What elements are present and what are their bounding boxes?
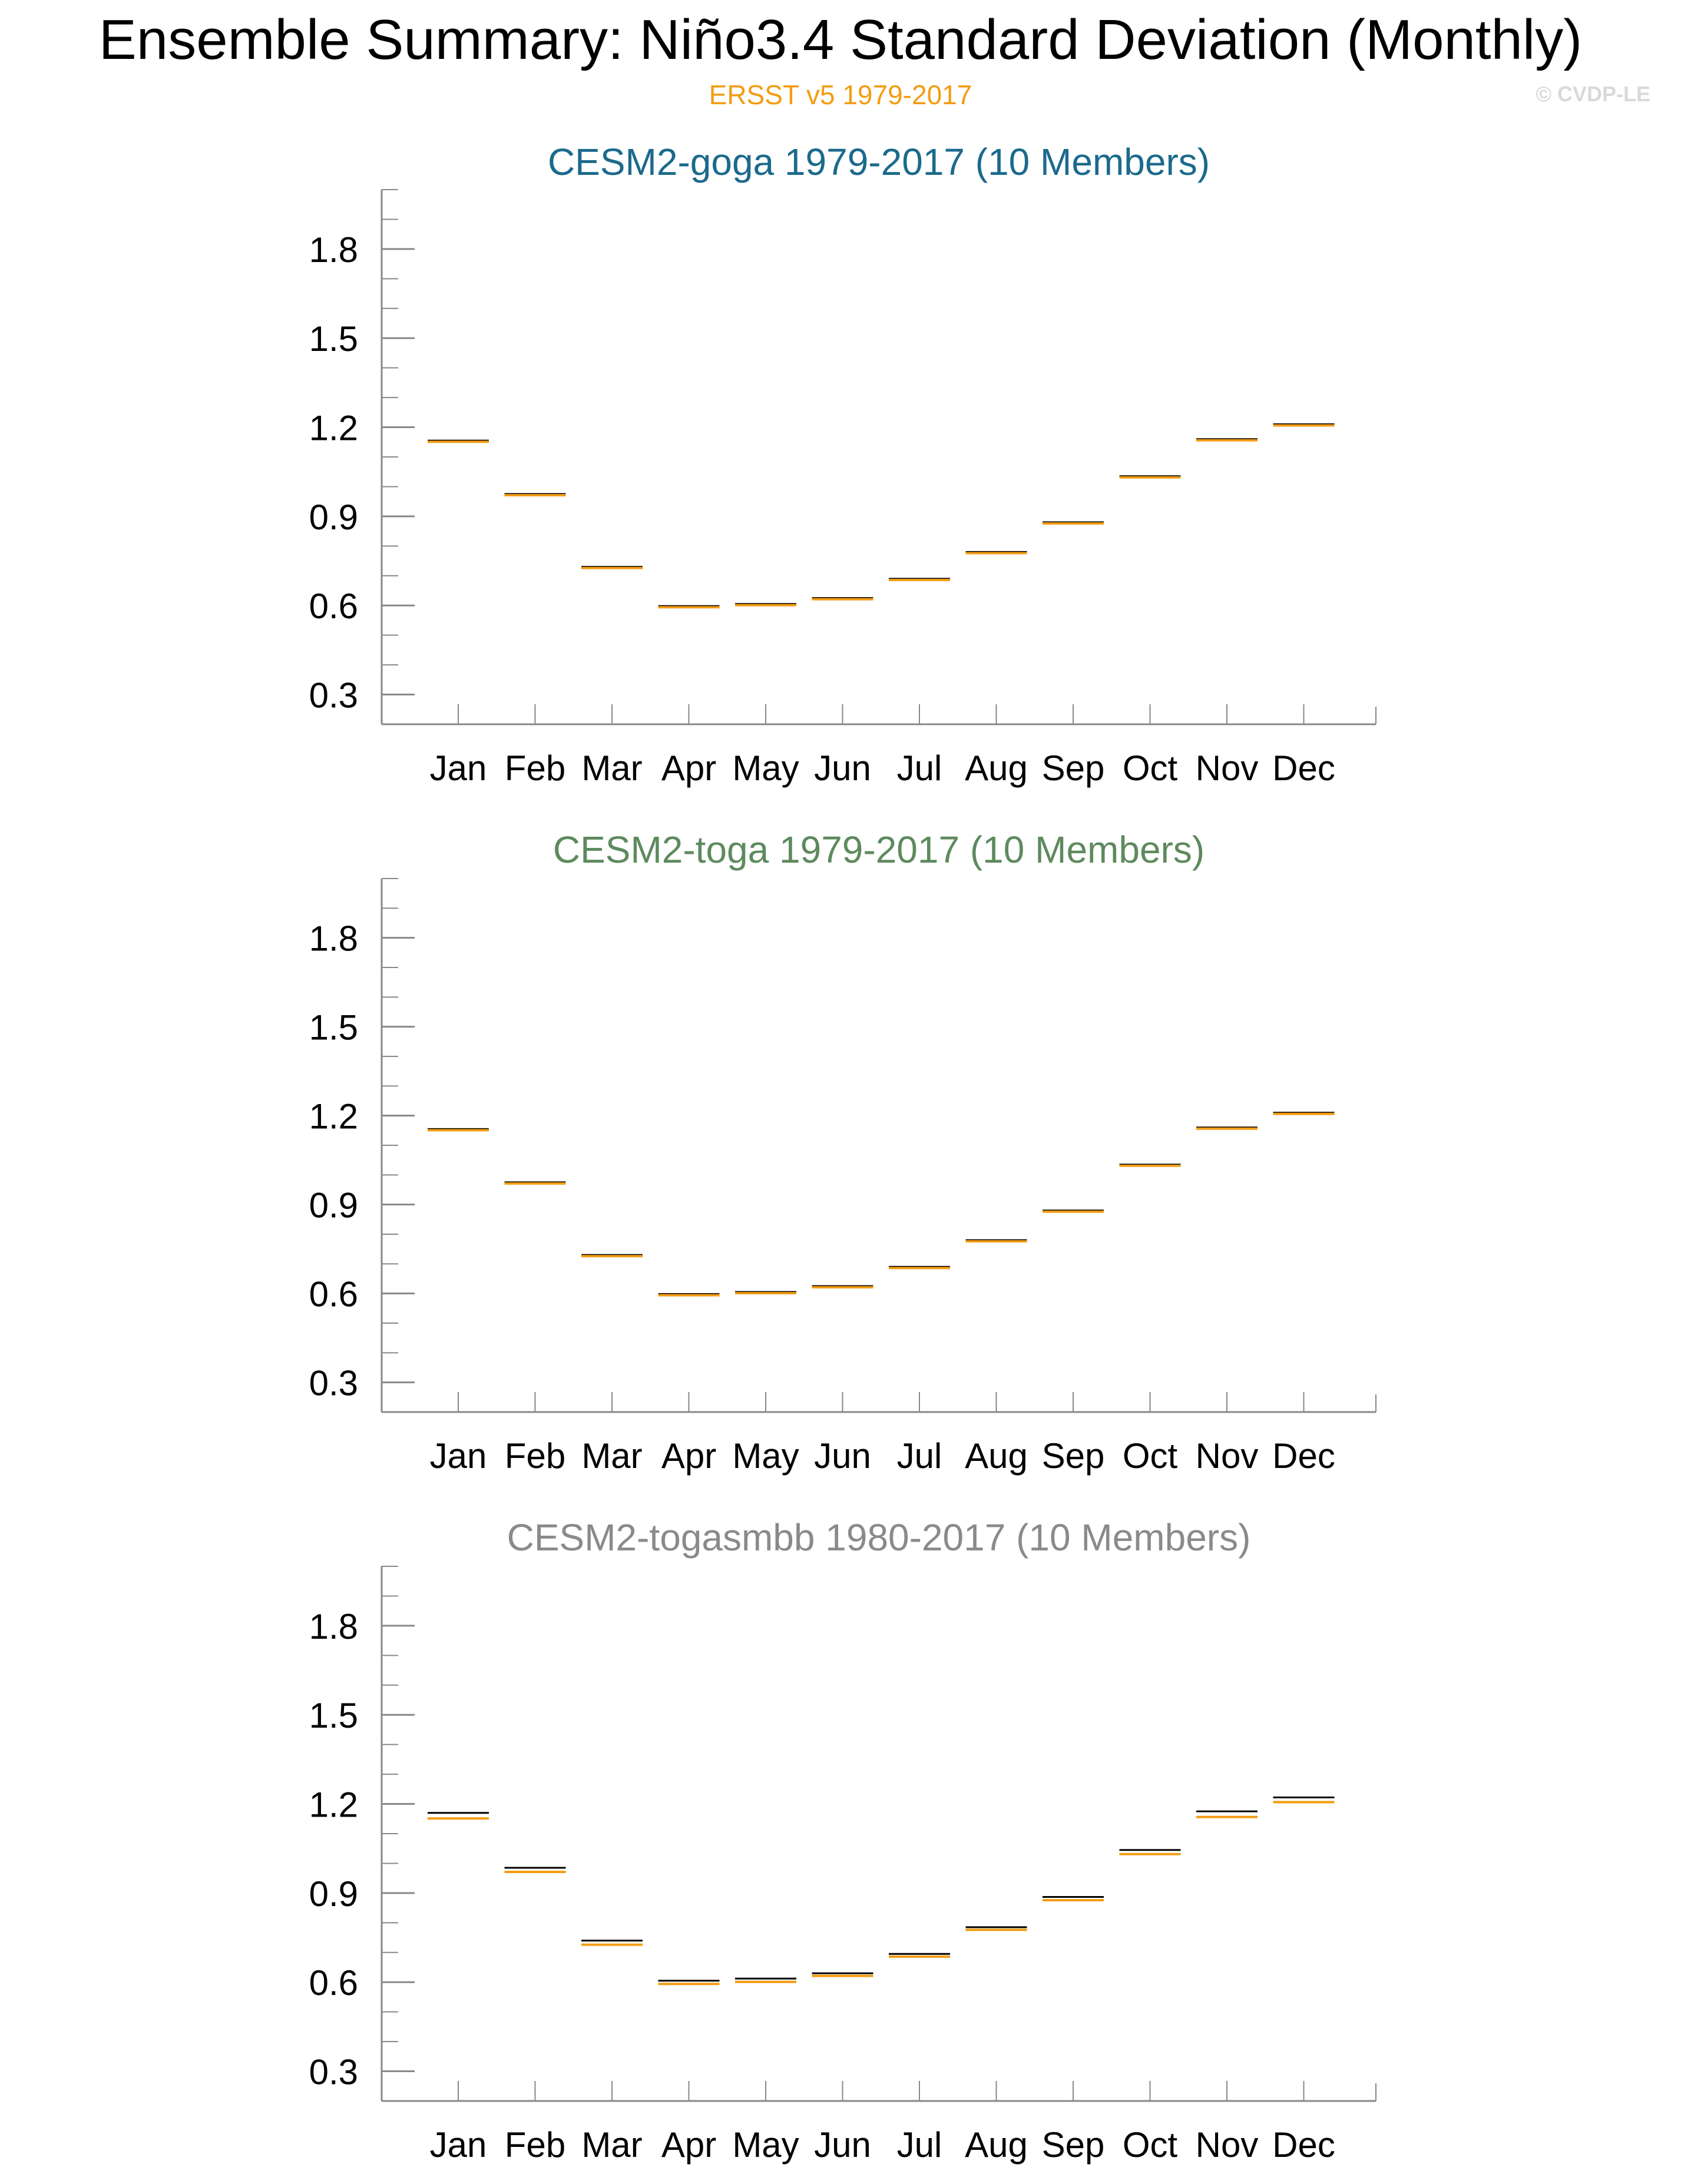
x-tick-label: Oct bbox=[1123, 2125, 1178, 2165]
x-tick-label: Sep bbox=[1042, 2125, 1105, 2165]
y-tick-label: 0.3 bbox=[309, 2053, 358, 2092]
x-tick-label: Jul bbox=[897, 2125, 942, 2165]
x-tick-label: Feb bbox=[505, 2125, 565, 2165]
x-tick-label: Jul bbox=[897, 748, 942, 788]
x-tick-label: Sep bbox=[1042, 748, 1105, 788]
y-tick-label: 0.6 bbox=[309, 1963, 358, 2003]
x-tick-label: Aug bbox=[965, 1436, 1028, 1476]
chart-panel-2: CESM2-toga 1979-2017 (10 Members) 0.3 0.6 0… bbox=[309, 828, 1376, 1476]
copyright-label: © CVDP-LE bbox=[1536, 82, 1650, 106]
x-tick-label: Mar bbox=[581, 1436, 642, 1476]
y-tick-label: 1.8 bbox=[309, 230, 358, 270]
y-tick-label: 0.3 bbox=[309, 676, 358, 715]
x-tick-label: Nov bbox=[1196, 1436, 1259, 1476]
y-tick-label: 0.6 bbox=[309, 1275, 358, 1314]
x-tick-label: Aug bbox=[965, 2125, 1028, 2165]
x-tick-label: May bbox=[732, 1436, 799, 1476]
x-tick-label: Oct bbox=[1123, 1436, 1178, 1476]
chart-panel-1: CESM2-goga 1979-2017 (10 Members) 0.3 0.6 0… bbox=[309, 141, 1376, 788]
y-tick-label: 0.3 bbox=[309, 1364, 358, 1403]
x-tick-label: May bbox=[732, 2125, 799, 2165]
x-tick-label: Sep bbox=[1042, 1436, 1105, 1476]
x-tick-label: Dec bbox=[1272, 2125, 1335, 2165]
y-tick-label: 1.8 bbox=[309, 1607, 358, 1646]
panel-title: CESM2-togasmbb 1980-2017 (10 Members) bbox=[507, 1516, 1251, 1559]
x-tick-label: Dec bbox=[1272, 748, 1335, 788]
chart-panel-3: CESM2-togasmbb 1980-2017 (10 Members) 0.3… bbox=[309, 1516, 1376, 2165]
y-tick-label: 0.6 bbox=[309, 586, 358, 626]
x-tick-label: Apr bbox=[661, 748, 716, 788]
y-tick-label: 0.9 bbox=[309, 1874, 358, 1914]
panel-title: CESM2-goga 1979-2017 (10 Members) bbox=[548, 141, 1210, 183]
y-tick-label: 1.2 bbox=[309, 1097, 358, 1136]
y-tick-label: 0.9 bbox=[309, 498, 358, 537]
y-tick-label: 0.9 bbox=[309, 1186, 358, 1225]
x-tick-label: Nov bbox=[1196, 2125, 1259, 2165]
x-tick-label: Apr bbox=[661, 1436, 716, 1476]
x-tick-label: May bbox=[732, 748, 799, 788]
x-tick-label: Jan bbox=[430, 2125, 487, 2165]
y-tick-label: 1.5 bbox=[309, 319, 358, 359]
observations-subtitle: ERSST v5 1979-2017 bbox=[709, 79, 972, 110]
y-tick-label: 1.2 bbox=[309, 409, 358, 448]
x-tick-label: Apr bbox=[661, 2125, 716, 2165]
page-title: Ensemble Summary: Niño3.4 Standard Devia… bbox=[98, 8, 1583, 71]
x-tick-label: Jun bbox=[814, 748, 871, 788]
x-tick-label: Nov bbox=[1196, 748, 1259, 788]
x-tick-label: Dec bbox=[1272, 1436, 1335, 1476]
x-tick-label: Mar bbox=[581, 2125, 642, 2165]
panel-title: CESM2-toga 1979-2017 (10 Members) bbox=[553, 828, 1205, 871]
y-tick-label: 1.5 bbox=[309, 1696, 358, 1735]
x-tick-label: Feb bbox=[505, 748, 565, 788]
x-tick-label: Jan bbox=[430, 1436, 487, 1476]
x-tick-label: Mar bbox=[581, 748, 642, 788]
y-tick-label: 1.2 bbox=[309, 1785, 358, 1825]
x-tick-label: Feb bbox=[505, 1436, 565, 1476]
x-tick-label: Jan bbox=[430, 748, 487, 788]
x-tick-label: Jun bbox=[814, 1436, 871, 1476]
y-tick-label: 1.5 bbox=[309, 1008, 358, 1048]
y-tick-label: 1.8 bbox=[309, 919, 358, 959]
x-tick-label: Aug bbox=[965, 748, 1028, 788]
x-tick-label: Jun bbox=[814, 2125, 871, 2165]
x-tick-label: Jul bbox=[897, 1436, 942, 1476]
x-tick-label: Oct bbox=[1123, 748, 1178, 788]
